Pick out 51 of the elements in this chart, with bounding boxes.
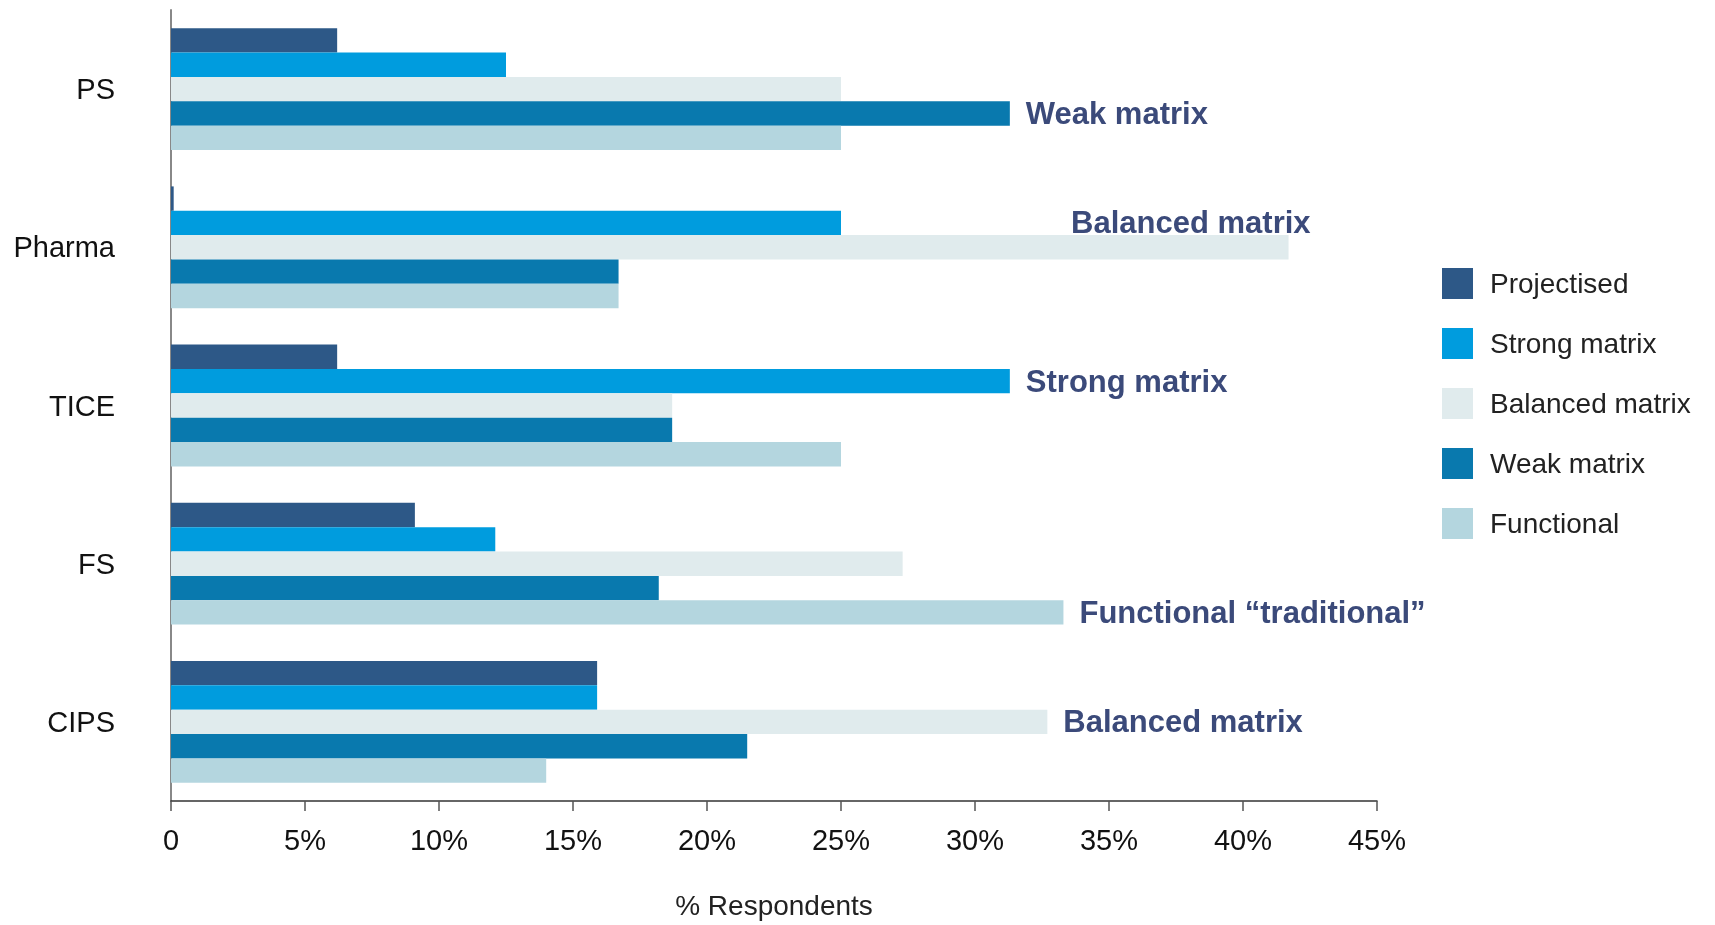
bar [171,101,1010,126]
x-tick-label: 10% [409,823,469,856]
bar [171,368,1010,394]
bar [171,685,598,710]
legend-label: Strong matrix [1490,328,1657,359]
x-tick-label: 45% [1347,823,1407,856]
x-tick-label: 40% [1213,823,1273,856]
x-tick-label: 20% [677,823,737,856]
x-tick-label: 5% [284,823,326,856]
bar [171,417,673,443]
annotation: Weak matrix [1025,95,1209,131]
y-tick-label: Pharma [13,231,116,264]
bar [171,344,338,369]
bar [171,551,903,576]
bar [171,709,1048,735]
x-tick-label: 15% [543,823,603,856]
annotation: Balanced matrix [1071,205,1312,241]
bar [171,393,673,418]
bar [171,52,506,77]
bar [171,502,415,528]
bar [171,210,841,236]
bar [171,186,174,211]
x-tick-label: 35% [1079,823,1139,856]
bar [171,283,619,309]
bar [171,125,841,151]
y-tick-label: PS [76,73,115,106]
y-tick-label: TICE [48,389,115,422]
bar [171,575,659,601]
legend-label: Balanced matrix [1490,388,1691,419]
annotation: Functional “traditional” [1079,594,1426,630]
annotation: Balanced matrix [1063,704,1304,740]
legend-label: Functional [1490,508,1620,539]
legend-label: Weak matrix [1490,448,1646,479]
y-tick-label: FS [77,547,115,580]
x-tick-label: 0 [162,823,180,856]
bar [171,758,547,783]
bar [171,235,1289,260]
bar [171,527,496,552]
legend-label: Projectised [1490,268,1629,299]
x-tick-label: 30% [945,823,1005,856]
bar [171,442,841,467]
bar [171,734,748,759]
x-axis-title: % Respondents [675,889,873,921]
bar [171,600,1064,625]
y-tick-label: CIPS [47,705,115,738]
bar [171,76,841,102]
bar [171,660,598,686]
x-tick-label: 25% [811,823,871,856]
bar [171,28,338,53]
annotation: Strong matrix [1025,363,1229,399]
bar [171,259,619,284]
